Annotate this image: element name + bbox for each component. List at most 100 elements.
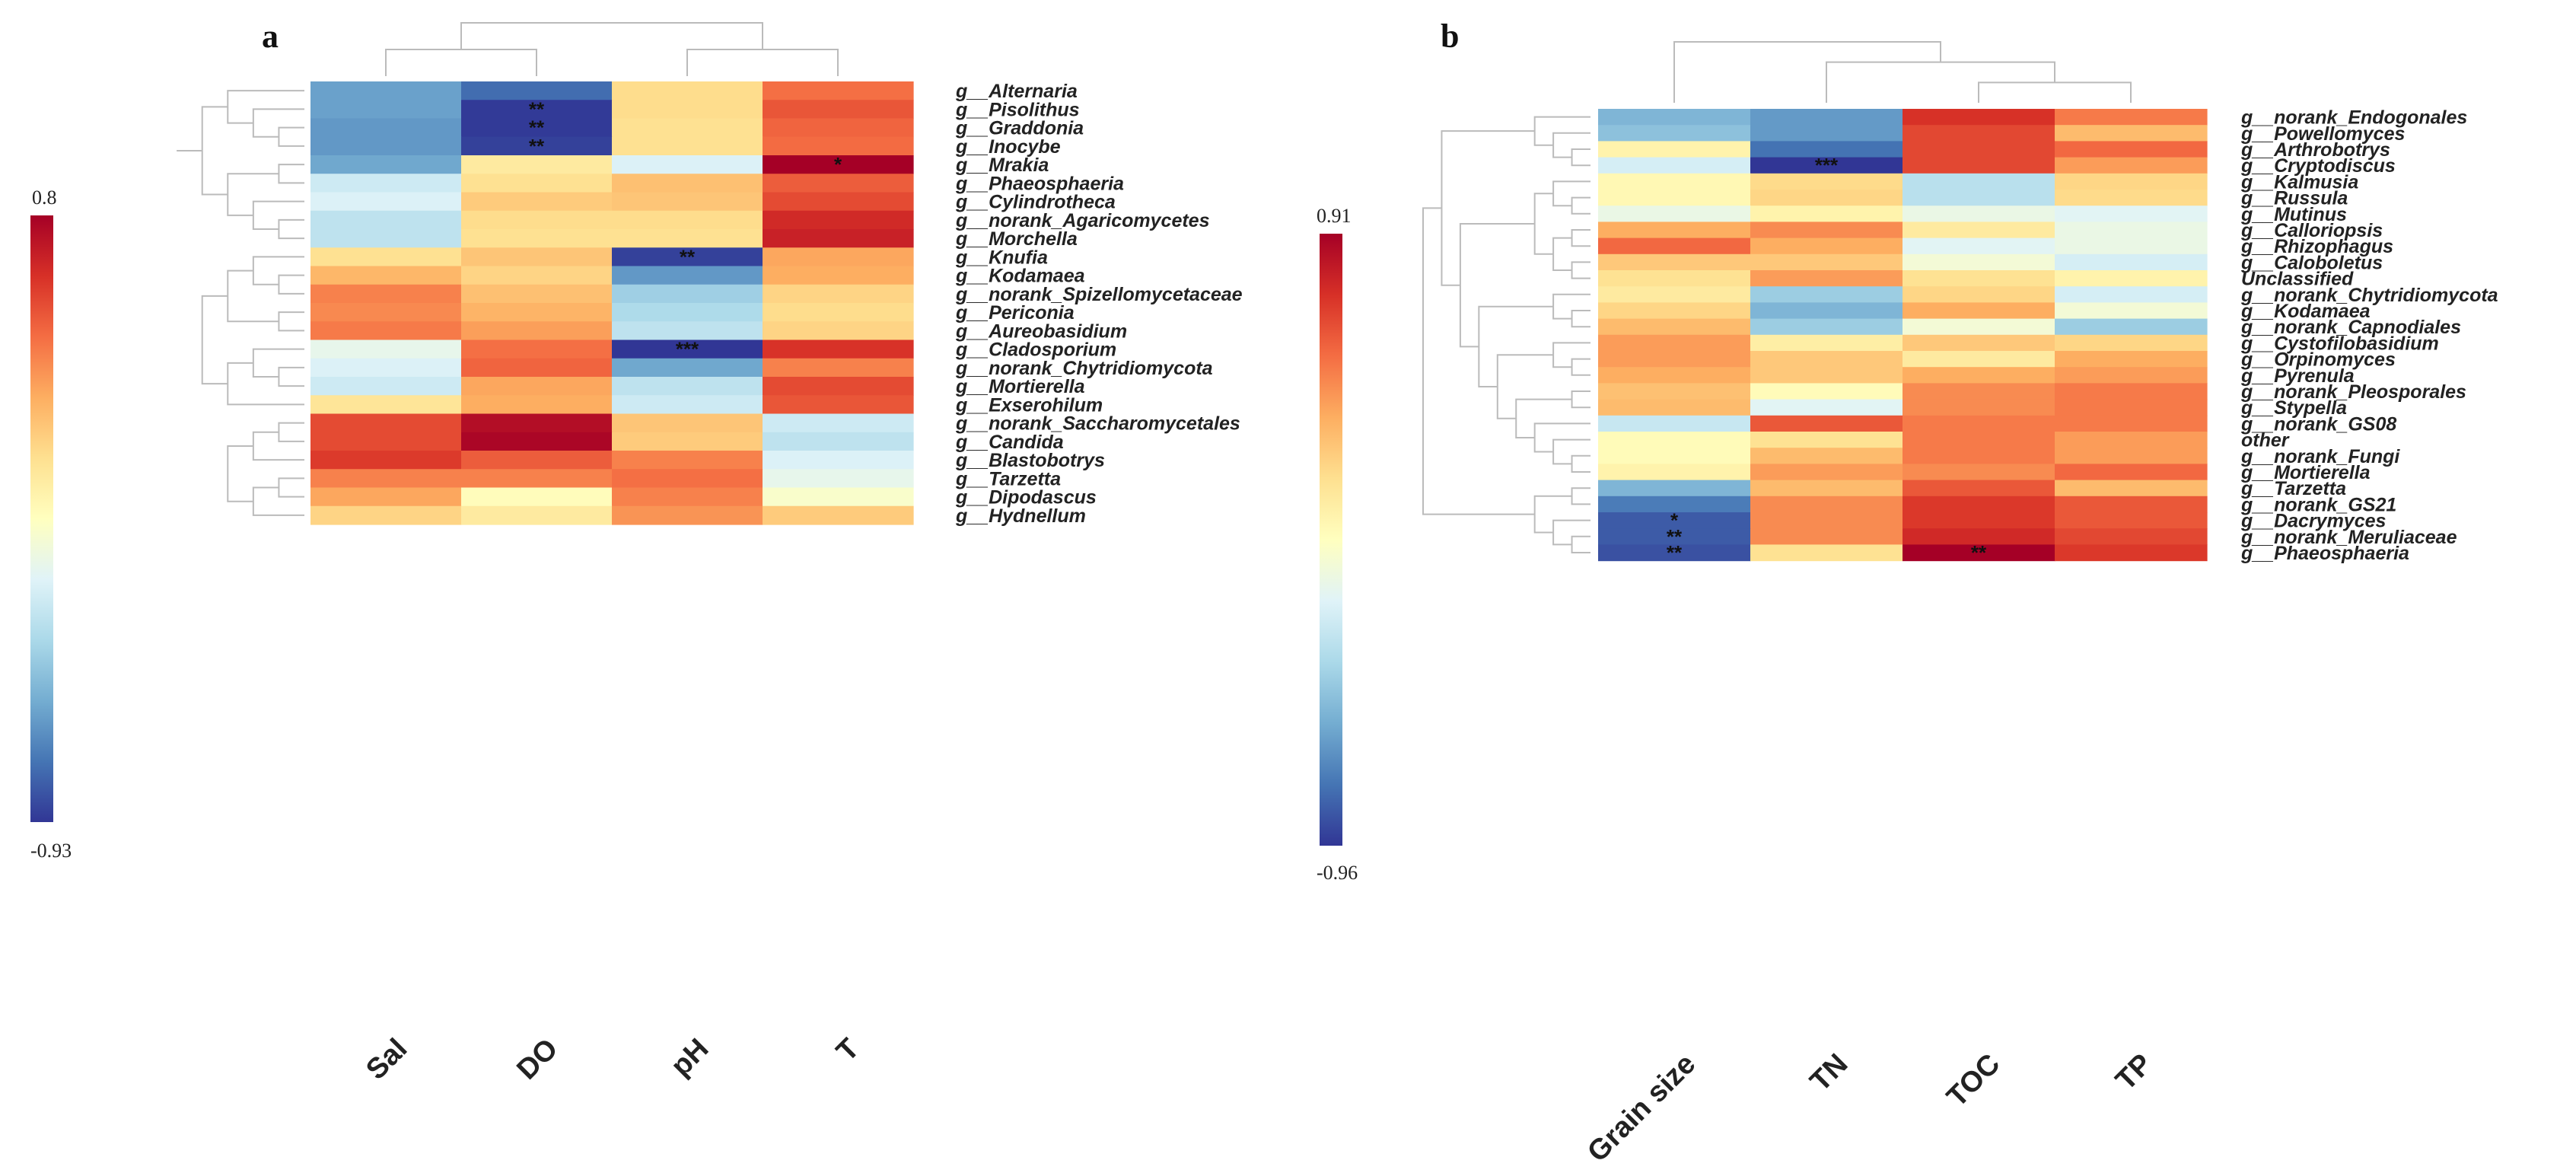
heatmap-cell <box>1903 415 2055 432</box>
heatmap-cell <box>612 229 763 248</box>
heatmap-cell <box>2055 415 2208 432</box>
row-label: g__Kodamaea <box>955 266 1085 287</box>
heatmap-cell <box>1903 109 2055 126</box>
heatmap-cell <box>763 487 914 507</box>
heatmap-cell <box>310 505 462 525</box>
heatmap-cell <box>1750 528 1903 545</box>
heatmap-cell <box>612 136 763 156</box>
heatmap-cell <box>1903 367 2055 384</box>
row-dendrogram <box>1422 116 1590 553</box>
heatmap-cells <box>310 81 914 525</box>
heatmap-cell <box>1750 544 1903 562</box>
dendrogram-branch <box>1571 261 1590 279</box>
row-label: g__Tarzetta <box>2240 478 2346 499</box>
heatmap-cell <box>763 266 914 285</box>
heatmap-cell <box>1750 157 1903 174</box>
row-label: g__norank_Spizellomycetaceae <box>955 284 1243 305</box>
heatmap-cell <box>461 339 613 359</box>
heatmap-cell <box>1598 190 1751 206</box>
heatmap-cell <box>310 136 462 156</box>
column-label: TOC <box>1941 1048 2006 1114</box>
dendrogram-branch <box>227 269 279 323</box>
dendrogram-branch <box>278 274 304 295</box>
heatmap-cell <box>1750 141 1903 158</box>
heatmap-cell <box>1750 206 1903 222</box>
heatmap-cell <box>612 100 763 120</box>
heatmap-cell <box>1598 173 1751 190</box>
significance-mark: ** <box>529 97 545 120</box>
row-label: g__norank_Endogonales <box>2240 107 2467 129</box>
dendrogram-branch <box>1422 207 1535 515</box>
row-label: g__Dacrymyces <box>2240 511 2387 532</box>
row-label: g__Dipodascus <box>955 487 1097 508</box>
heatmap-cell <box>2055 367 2208 384</box>
heatmap-cell <box>310 321 462 341</box>
heatmap-cell <box>763 118 914 138</box>
heatmap-cell <box>1598 270 1751 287</box>
heatmap-cell <box>1903 318 2055 336</box>
dendrogram-branch <box>460 22 763 49</box>
heatmap-cell <box>1598 286 1751 303</box>
dendrogram-branch <box>201 106 228 196</box>
panel-a: ************g__Alternariag__Pisolithusg_… <box>30 23 1243 1086</box>
heatmap-cell <box>2055 206 2208 222</box>
row-label: g__Pyrenula <box>2240 365 2355 387</box>
heatmap-cell <box>1598 432 1751 448</box>
heatmap-cell <box>310 100 462 120</box>
heatmap-cell <box>1750 367 1903 384</box>
column-label: Grain size <box>1581 1048 1702 1168</box>
heatmap-cell <box>763 174 914 193</box>
dendrogram-branch <box>278 126 304 147</box>
row-label: g__Blastobotrys <box>955 450 1105 471</box>
heatmap-cell <box>763 155 914 174</box>
significance-mark: * <box>834 153 842 176</box>
heatmap-cell <box>461 358 613 378</box>
heatmap-cell <box>612 155 763 174</box>
heatmap-cell <box>461 505 613 525</box>
column-dendrogram <box>1673 41 2132 103</box>
heatmap-cell <box>1750 237 1903 255</box>
heatmap-cell <box>1598 528 1751 545</box>
row-label: g__Periconia <box>955 302 1075 324</box>
dendrogram-branch <box>1571 358 1590 376</box>
heatmap-cell <box>310 210 462 230</box>
significance-mark: * <box>1670 509 1679 532</box>
row-label: g__Morchella <box>955 228 1078 250</box>
heatmap-cell <box>310 451 462 470</box>
significance-mark: ** <box>529 135 545 158</box>
heatmap-cell <box>612 174 763 193</box>
heatmap-cell <box>2055 190 2208 206</box>
heatmap-cell <box>763 284 914 304</box>
row-label: g__Kalmusia <box>2240 171 2358 193</box>
heatmap-cell <box>1750 109 1903 126</box>
row-label: g__Knufia <box>955 247 1048 268</box>
heatmap-cell <box>763 395 914 415</box>
column-label: Sal <box>360 1033 413 1086</box>
colorbar-max-label: 0.91 <box>1317 205 1352 227</box>
heatmap-cell <box>461 284 613 304</box>
significance-mark: ** <box>680 245 696 268</box>
row-label: g__norank_Capnodiales <box>2240 317 2461 338</box>
heatmap-cell <box>461 303 613 322</box>
row-label: g__Inocybe <box>955 136 1061 158</box>
heatmap-cell <box>2055 318 2208 336</box>
heatmap-cell <box>1598 302 1751 320</box>
heatmap-cell <box>461 192 613 212</box>
heatmap-cell <box>763 377 914 396</box>
heatmap-cell <box>1750 351 1903 368</box>
heatmap-cell <box>1903 480 2055 497</box>
heatmap-cell <box>1598 496 1751 513</box>
heatmap-cell <box>2055 270 2208 287</box>
heatmap-cell <box>763 229 914 248</box>
heatmap-cell <box>1598 415 1751 432</box>
dendrogram-branch <box>1571 229 1590 247</box>
heatmap-cell <box>1598 367 1751 384</box>
heatmap-cell <box>461 210 613 230</box>
heatmap-cell <box>1903 141 2055 158</box>
dendrogram-branch <box>278 422 304 442</box>
heatmap-cell <box>1903 383 2055 400</box>
heatmap-cell <box>461 266 613 285</box>
row-label: g__norank_Meruliaceae <box>2240 527 2457 548</box>
heatmap-cell <box>763 210 914 230</box>
